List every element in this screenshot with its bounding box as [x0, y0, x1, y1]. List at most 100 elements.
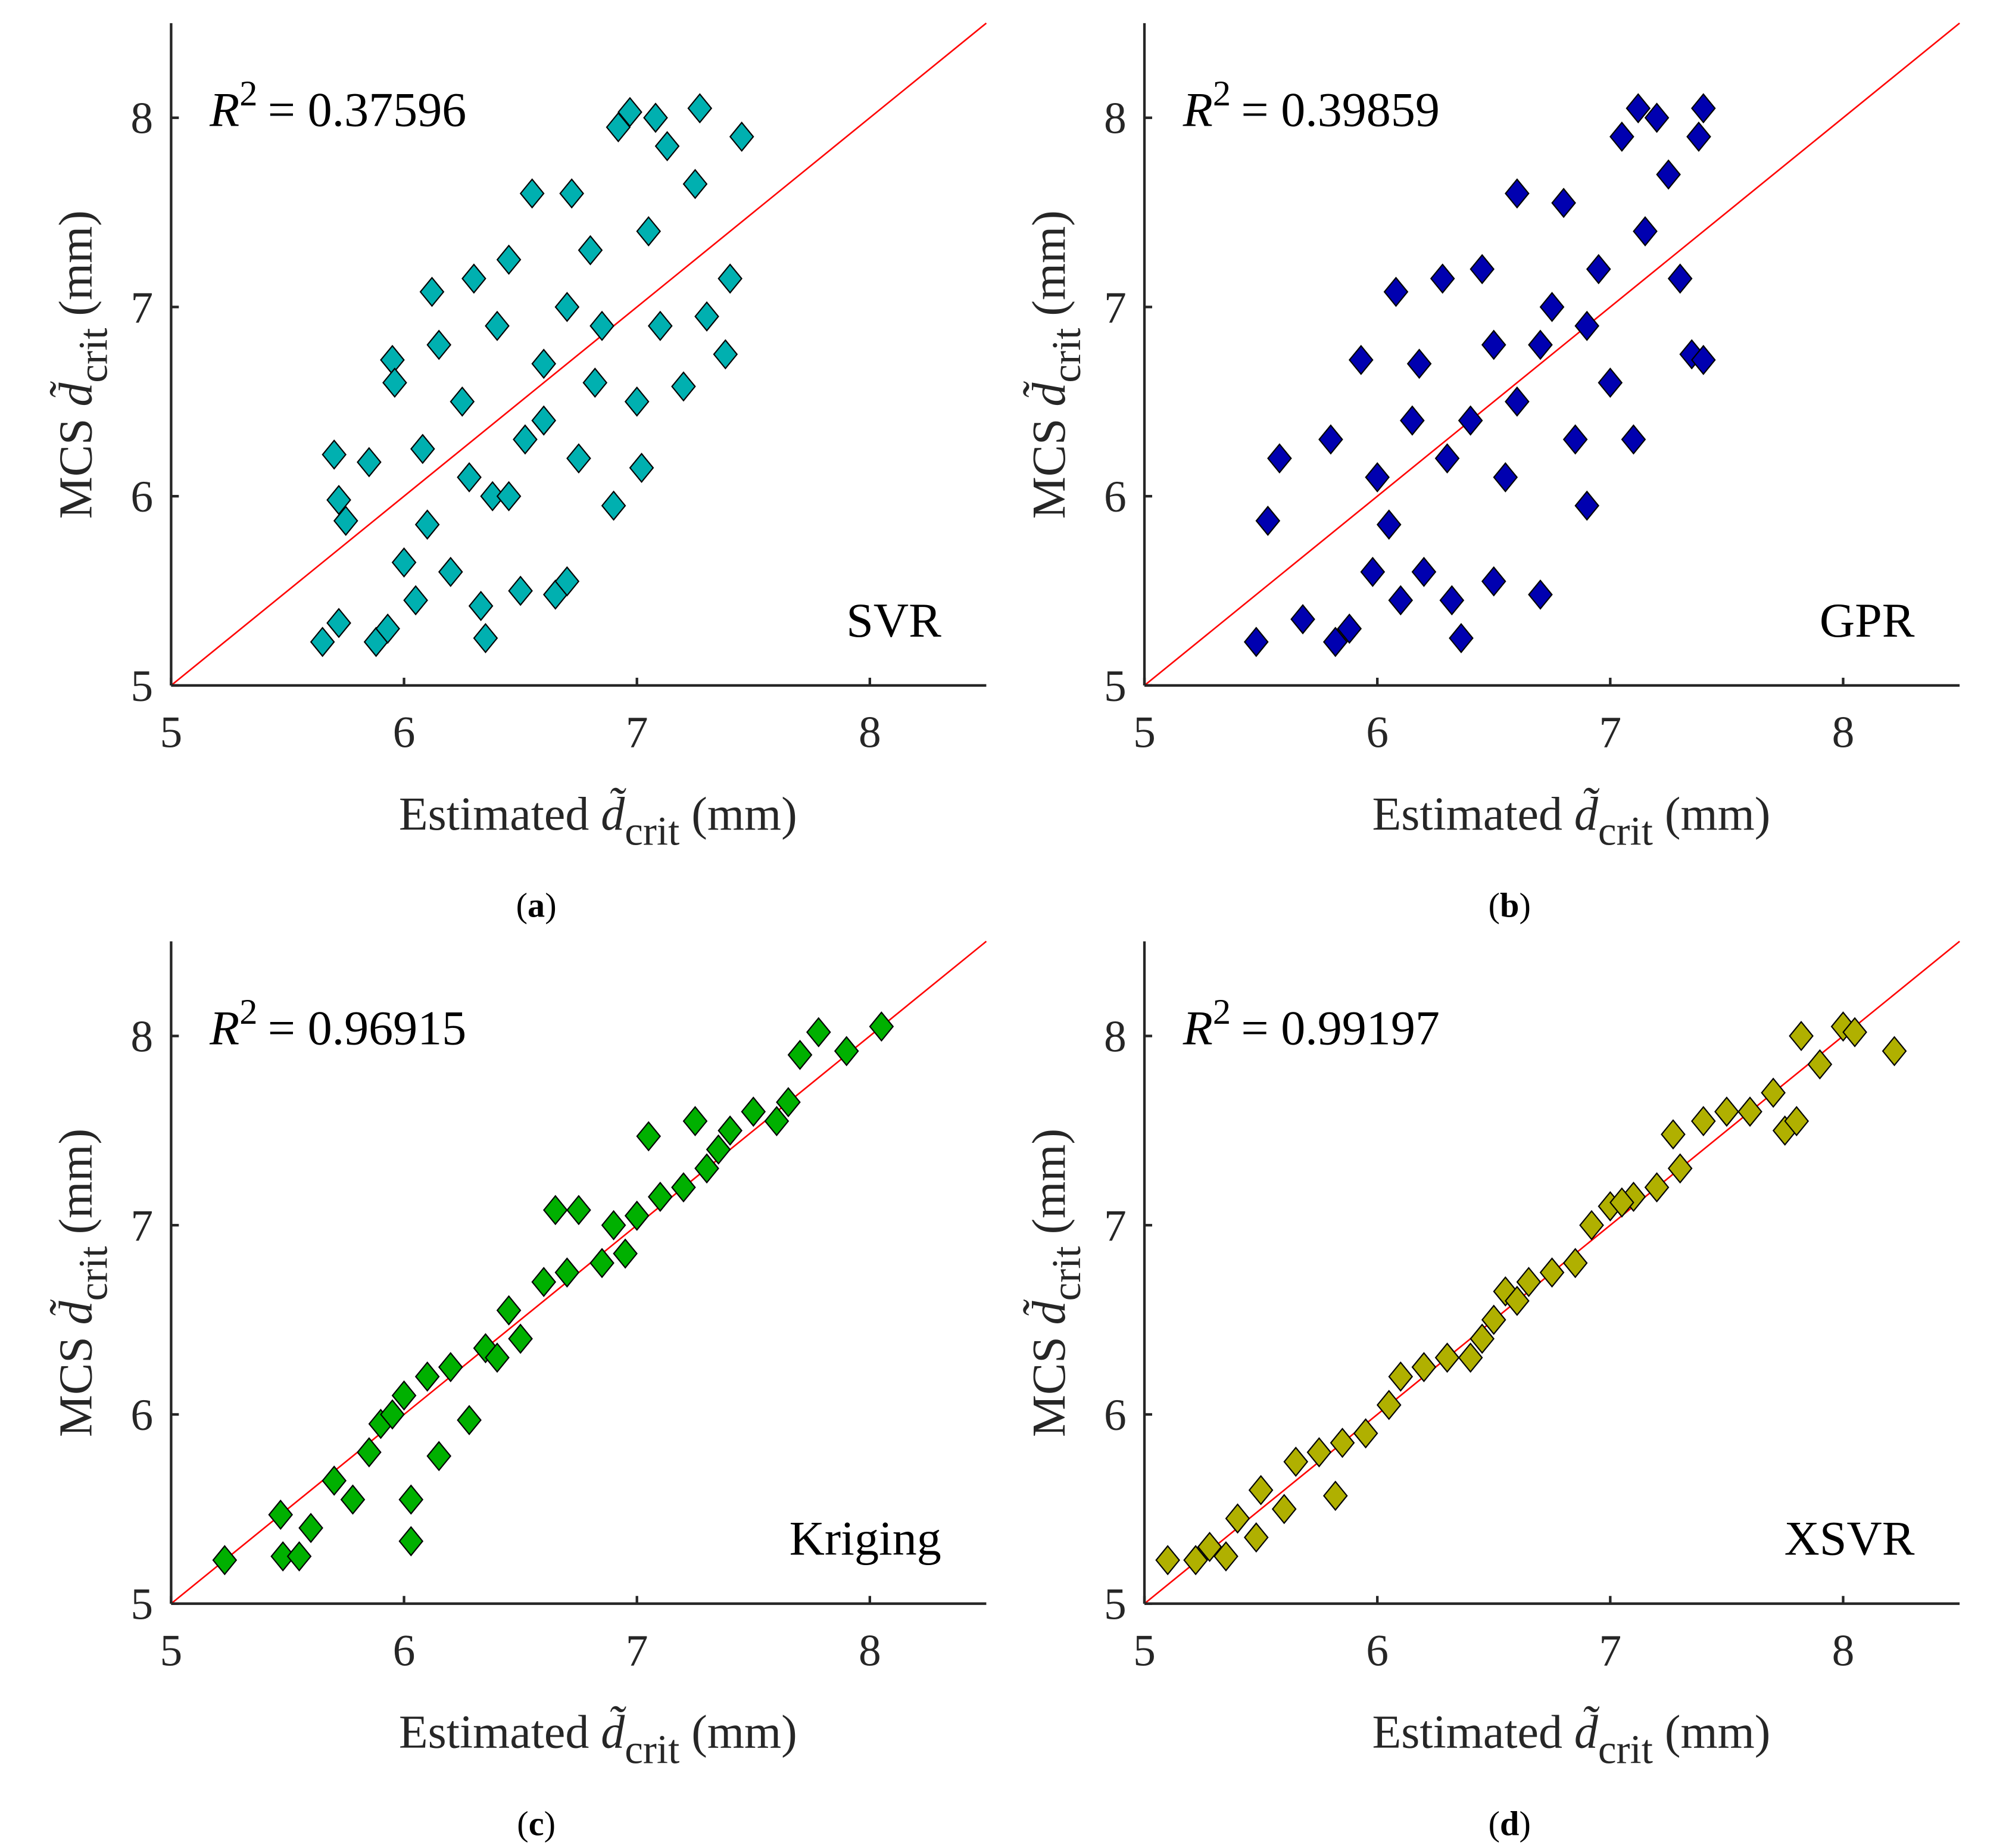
data-point [787, 1039, 813, 1070]
data-point [647, 310, 673, 341]
data-point [212, 1545, 238, 1576]
data-point [1686, 121, 1711, 152]
data-point [717, 263, 742, 294]
data-point [1481, 329, 1506, 360]
data-point [1667, 1153, 1693, 1184]
y-tick-label: 5 [130, 662, 153, 711]
x-tick-label: 7 [626, 1626, 648, 1675]
data-point [1330, 1428, 1355, 1459]
data-point [1690, 344, 1716, 375]
y-tick-label: 8 [130, 1012, 153, 1061]
x-tick-label: 7 [626, 708, 648, 758]
y-tick-label: 6 [1104, 1391, 1127, 1440]
data-point [419, 276, 445, 307]
data-point [1690, 1106, 1716, 1136]
data-point [414, 1361, 440, 1392]
data-point [1493, 462, 1518, 493]
data-point [1458, 1342, 1483, 1373]
x-axis-label: Estimated d̃crit (mm) [399, 1706, 797, 1772]
data-point [613, 1238, 638, 1269]
data-point [438, 1352, 463, 1383]
data-point [480, 481, 506, 512]
data-point [554, 292, 580, 322]
data-points [1155, 1011, 1907, 1576]
data-point [496, 481, 522, 512]
data-point [1243, 1522, 1269, 1553]
data-point [438, 556, 463, 587]
x-tick-label: 5 [160, 1626, 183, 1675]
data-point [1562, 1248, 1588, 1279]
x-tick-label: 7 [1599, 708, 1621, 758]
data-point [1714, 1096, 1739, 1127]
x-tick-label: 8 [1832, 1626, 1855, 1675]
data-point [496, 1295, 522, 1326]
x-tick-label: 8 [1832, 708, 1855, 758]
data-point [531, 348, 557, 379]
y-tick-label: 8 [1104, 94, 1127, 144]
data-point [519, 178, 545, 209]
data-point [601, 1210, 626, 1241]
method-label: XSVR [1785, 1512, 1915, 1566]
data-point [1400, 405, 1425, 436]
y-axis-label: MCS d̃crit (mm) [49, 210, 116, 519]
x-tick-label: 6 [1366, 1626, 1389, 1675]
data-point [566, 443, 591, 474]
data-point [1644, 1172, 1670, 1203]
caption-open: ( [1489, 886, 1500, 925]
data-point [694, 1153, 719, 1184]
data-point [629, 453, 654, 484]
data-point [457, 462, 482, 493]
data-point [457, 1405, 482, 1435]
data-point [654, 130, 680, 161]
data-point [513, 424, 538, 455]
data-point [1430, 263, 1455, 294]
data-point [340, 1484, 366, 1515]
data-point [1661, 1119, 1686, 1150]
data-point [357, 447, 382, 478]
data-point [1609, 121, 1634, 152]
data-point [542, 1195, 568, 1226]
data-point [1481, 566, 1506, 597]
data-point [1737, 1096, 1762, 1127]
data-point [1434, 443, 1460, 474]
reference-line-y-equals-x [1144, 22, 1960, 686]
data-point [1376, 509, 1402, 540]
data-point [461, 263, 486, 294]
caption-letter: d [1500, 1804, 1519, 1843]
data-point [834, 1036, 859, 1067]
r-squared-label: R2 = 0.99197 [1183, 992, 1440, 1055]
data-point [1621, 424, 1646, 455]
data-point [1481, 1304, 1506, 1335]
x-tick-label: 5 [1133, 1626, 1156, 1675]
r-squared-label: R2 = 0.96915 [209, 992, 466, 1055]
data-point [322, 439, 347, 470]
data-point [1579, 1210, 1604, 1241]
y-tick-label: 8 [1104, 1012, 1127, 1061]
x-tick-label: 8 [859, 1626, 881, 1675]
y-tick-label: 7 [130, 1201, 153, 1251]
data-point [426, 1441, 452, 1472]
r-squared-label: R2 = 0.39859 [1183, 74, 1440, 137]
data-point [706, 1134, 731, 1165]
data-point [1255, 506, 1281, 536]
data-point [1197, 1531, 1222, 1562]
data-point [624, 1200, 650, 1231]
caption-open: ( [1489, 1804, 1500, 1843]
data-point [1271, 1494, 1297, 1525]
method-label: GPR [1820, 593, 1915, 647]
data-point [1807, 1049, 1833, 1080]
data-point [531, 405, 557, 436]
data-point [1621, 1182, 1646, 1213]
data-point [1633, 216, 1658, 247]
data-point [1248, 1475, 1274, 1506]
data-point [1439, 585, 1465, 616]
data-point [554, 566, 580, 597]
data-point [508, 575, 533, 606]
data-point [687, 93, 713, 124]
data-point [1598, 367, 1623, 398]
y-axis-label-subscript: crit [1043, 328, 1089, 383]
data-point [473, 1333, 498, 1364]
